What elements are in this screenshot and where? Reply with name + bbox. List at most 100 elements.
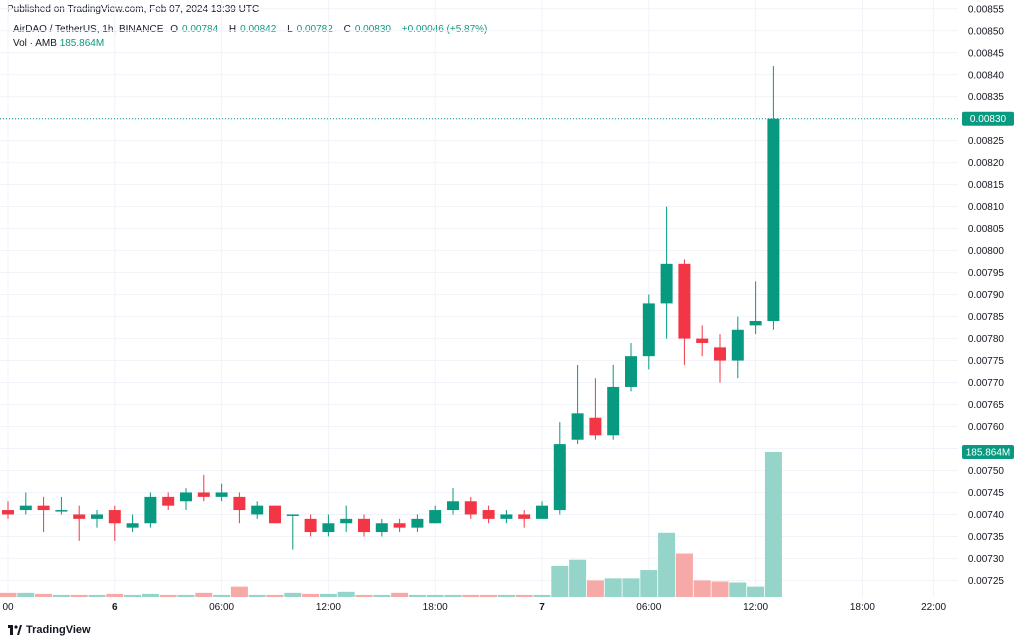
candle-body bbox=[429, 510, 442, 524]
y-tick-label: 0.00810 bbox=[968, 202, 1005, 213]
candle-body bbox=[37, 505, 50, 511]
last-volume-badge-bg bbox=[962, 445, 1014, 459]
candle-body bbox=[91, 514, 103, 519]
candle bbox=[215, 483, 228, 502]
symbol-name[interactable]: AirDAO / TetherUS, 1h, BINANCE bbox=[13, 24, 164, 35]
candle-body bbox=[625, 356, 637, 387]
candle-body bbox=[19, 505, 32, 511]
candle bbox=[358, 514, 370, 537]
candle-body bbox=[607, 386, 620, 436]
candle bbox=[304, 514, 317, 537]
volume-bar bbox=[373, 594, 391, 597]
price-axis[interactable]: 0.00855 0.00850 0.00845 0.00840 0.00835 0.008… bbox=[968, 4, 1005, 587]
brand-name: TradingView bbox=[26, 624, 91, 636]
candle bbox=[589, 378, 602, 440]
candle-body bbox=[464, 501, 477, 515]
volume-bar bbox=[462, 594, 480, 597]
volume-bar bbox=[17, 592, 35, 597]
y-tick-label: 0.00745 bbox=[968, 488, 1005, 499]
volume-bar bbox=[444, 594, 462, 597]
y-tick-label: 0.00770 bbox=[968, 378, 1005, 389]
volume-bar bbox=[551, 565, 569, 597]
candle-body bbox=[55, 510, 68, 512]
candle-body bbox=[233, 496, 246, 511]
volume-bar bbox=[747, 586, 765, 597]
candle bbox=[749, 281, 762, 335]
candle-body bbox=[731, 329, 744, 361]
candle-body bbox=[660, 263, 673, 304]
candle bbox=[162, 492, 175, 511]
y-tick-label: 0.00845 bbox=[968, 48, 1005, 59]
volume-bar bbox=[337, 591, 355, 597]
candle bbox=[447, 488, 459, 515]
volume-bar bbox=[230, 586, 248, 597]
candle bbox=[714, 334, 726, 383]
candle bbox=[607, 364, 620, 440]
y-tick-label: 0.00855 bbox=[968, 4, 1005, 15]
volume-bar bbox=[586, 580, 604, 597]
y-tick-label: 0.00815 bbox=[968, 180, 1005, 191]
y-tick-label: 0.00820 bbox=[968, 158, 1005, 169]
volume-bar bbox=[711, 581, 729, 597]
volume-bar bbox=[284, 592, 302, 597]
tradingview-logo-icon bbox=[8, 625, 22, 635]
volume-bar bbox=[266, 594, 284, 597]
volume-bar bbox=[640, 570, 658, 597]
candle-body bbox=[286, 514, 299, 516]
volume-bar bbox=[604, 578, 622, 597]
y-tick-label: 0.00835 bbox=[968, 92, 1005, 103]
published-caption: Published on TradingView.com, Feb 07, 20… bbox=[7, 4, 260, 15]
candle bbox=[660, 206, 673, 339]
volume-bar bbox=[622, 578, 640, 597]
candle-body bbox=[553, 444, 566, 511]
y-tick-label: 0.00840 bbox=[968, 70, 1005, 81]
candle-body bbox=[714, 347, 726, 361]
y-tick-label: 0.00765 bbox=[968, 400, 1005, 411]
x-tick-label: 7 bbox=[539, 602, 545, 613]
candle-body bbox=[197, 492, 210, 497]
candle-body bbox=[447, 501, 459, 511]
volume-bar bbox=[177, 594, 195, 597]
tradingview-logo: TradingView bbox=[8, 624, 91, 636]
candle bbox=[696, 325, 709, 357]
x-tick-label: 18:00 bbox=[423, 602, 448, 613]
candle-body bbox=[180, 492, 192, 502]
candle-body bbox=[375, 523, 388, 533]
candle-body bbox=[215, 492, 228, 497]
candle-body bbox=[2, 510, 14, 515]
volume-bar bbox=[88, 594, 106, 597]
volume-label[interactable]: Vol · AMB bbox=[13, 38, 57, 49]
y-tick-label: 0.00760 bbox=[968, 422, 1005, 433]
volume-legend: Vol · AMB 185.864M bbox=[13, 38, 104, 49]
time-axis[interactable]: 00 6 06:00 12:00 18:00 7 06:00 12:00 18:00 22:00 bbox=[2, 602, 946, 613]
candle bbox=[126, 514, 139, 533]
low-value: L 0.00782 bbox=[287, 24, 333, 35]
volume-bar bbox=[302, 593, 320, 597]
candle bbox=[678, 259, 691, 365]
candle bbox=[500, 510, 513, 524]
volume-bar bbox=[319, 593, 337, 597]
candle-body bbox=[767, 118, 780, 321]
candle-body bbox=[678, 263, 691, 339]
open-value: O 0.00784 bbox=[170, 24, 219, 35]
change-value: +0.00046 (+5.87%) bbox=[401, 24, 488, 35]
candle bbox=[536, 501, 548, 519]
y-tick-label: 0.00785 bbox=[968, 312, 1005, 323]
candle bbox=[19, 492, 32, 515]
x-tick-label: 06:00 bbox=[636, 602, 661, 613]
last-price-badge-bg bbox=[962, 111, 1014, 126]
candle bbox=[322, 514, 335, 537]
candle bbox=[180, 488, 192, 511]
volume-bar bbox=[764, 452, 782, 597]
x-tick-label: 18:00 bbox=[850, 602, 875, 613]
y-tick-label: 0.00805 bbox=[968, 224, 1005, 235]
candle-body bbox=[322, 523, 335, 533]
volume-bar bbox=[515, 594, 533, 597]
volume-bar bbox=[141, 593, 159, 597]
candle-body bbox=[358, 518, 370, 533]
candle-body bbox=[162, 496, 175, 506]
candle-body bbox=[108, 510, 121, 524]
candle bbox=[429, 505, 442, 524]
candle-body bbox=[749, 320, 762, 326]
